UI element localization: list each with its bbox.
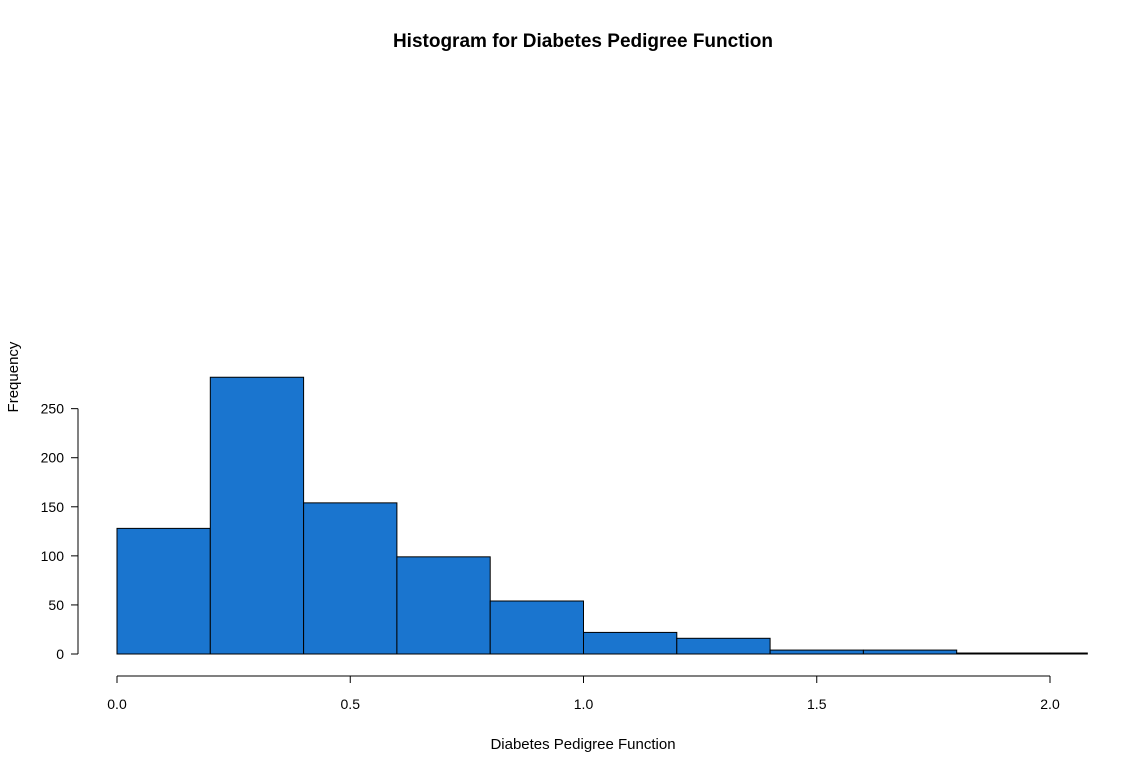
y-tick-label: 150 [41,499,65,515]
y-tick-label: 50 [48,597,64,613]
histogram-bar-9 [956,652,1051,655]
y-tick-label: 200 [41,450,65,466]
histogram-bar-8 [862,649,958,655]
histogram-bar-4 [489,600,585,655]
x-axis: 0.0 0.5 1.0 1.5 2.0 [107,675,1060,712]
x-tick-label: 0.0 [107,696,127,712]
histogram-bar-10 [1049,652,1088,655]
histogram-bar-3 [396,556,491,655]
y-axis-label: Frequency [5,341,22,412]
y-tick-label: 0 [56,646,64,662]
x-tick-label: 2.0 [1040,696,1060,712]
histogram-bar-0 [116,527,211,655]
histogram-bar-6 [676,637,771,655]
bars-group [116,376,1088,655]
x-tick-label: 1.5 [807,696,827,712]
histogram-bar-1 [209,376,305,655]
y-tick-label: 100 [41,548,65,564]
x-tick-label: 1.0 [574,696,594,712]
chart-title: Histogram for Diabetes Pedigree Function [393,31,773,52]
histogram-bar-2 [303,502,398,655]
x-axis-label: Diabetes Pedigree Function [490,736,675,753]
y-axis: 0 50 100 150 200 250 [41,401,79,662]
histogram-bar-7 [769,649,864,655]
x-tick-label: 0.5 [341,696,361,712]
y-tick-label: 250 [41,401,65,417]
histogram-bar-5 [583,631,678,655]
